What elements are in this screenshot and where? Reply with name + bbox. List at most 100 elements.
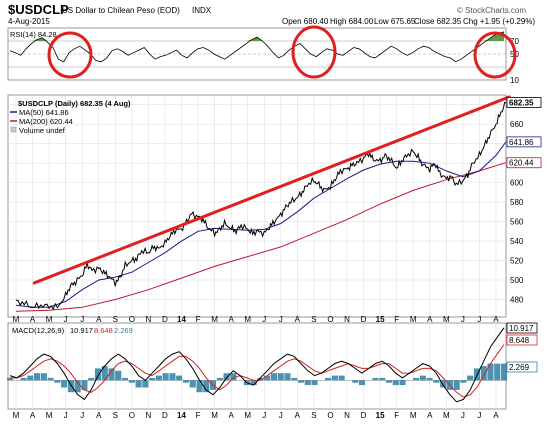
month-label-bottom: A [30, 411, 36, 420]
svg-text:620.44: 620.44 [509, 159, 534, 168]
macd-histogram-bar [169, 373, 176, 381]
macd-histogram-bar [399, 380, 406, 386]
rsi-tick-label: 10 [510, 76, 519, 85]
price-line [15, 102, 506, 311]
month-label-bottom: M [410, 411, 417, 420]
rsi-legend: RSI(14) 84.28 [10, 30, 57, 39]
price-grid [8, 95, 506, 317]
month-label: J [80, 315, 84, 324]
macd-histogram-bar [108, 368, 115, 381]
month-label: A [493, 315, 499, 324]
month-label-bottom: F [394, 411, 399, 420]
ma200-line [15, 162, 507, 312]
macd-histogram-bar [440, 380, 447, 388]
month-label-bottom: A [228, 411, 234, 420]
macd-histogram-bar [34, 373, 41, 381]
watermark: © StockCharts.com [457, 6, 526, 15]
macd-histogram-bar [413, 377, 420, 381]
month-label: D [361, 315, 367, 324]
macd-histogram-bar [54, 380, 61, 383]
macd-histogram-bar [352, 380, 359, 383]
month-label: A [96, 315, 102, 324]
month-label: S [311, 315, 316, 324]
month-label: M [46, 315, 53, 324]
month-label: F [394, 315, 399, 324]
macd-histogram-bar [467, 375, 474, 381]
symbol-label: $USDCLP [8, 2, 69, 17]
annotation-circle-1 [47, 31, 93, 79]
macd-histogram-bar [27, 375, 34, 381]
open-value: Open 680.40 [282, 17, 329, 26]
macd-histogram-bar [385, 380, 392, 383]
macd-histogram-bar [81, 380, 88, 390]
macd-histogram-bar [182, 380, 189, 383]
macd-histogram-bar [419, 375, 426, 381]
month-label: J [477, 315, 481, 324]
macd-histogram-bar [284, 373, 291, 381]
macd-histogram-bar [392, 380, 399, 386]
month-label-bottom: A [295, 411, 301, 420]
macd-histogram-bar [67, 380, 74, 393]
exchange-label: INDX [192, 6, 212, 15]
month-label-bottom: J [477, 411, 481, 420]
macd-histogram-bar [135, 380, 142, 388]
month-label-bottom: A [96, 411, 102, 420]
macd-histogram-bar [304, 380, 311, 386]
macd-histogram-bar [88, 377, 95, 381]
month-label-bottom: 15 [376, 411, 385, 420]
month-label-bottom: D [361, 411, 367, 420]
price-tick-label: 600 [510, 179, 524, 188]
macd-legend-signal: 8.648 [94, 326, 113, 335]
macd-histogram-bar [277, 373, 284, 381]
macd-histogram-bar [20, 377, 27, 381]
macd-histogram-bar [311, 380, 318, 386]
volume-legend-swatch [10, 126, 17, 133]
annotation-circle-3 [473, 31, 517, 79]
month-label: M [443, 315, 450, 324]
macd-histogram-bar [94, 368, 101, 381]
month-label: D [162, 315, 168, 324]
macd-histogram-bar [230, 373, 237, 381]
macd-histogram-bar [74, 380, 81, 393]
macd-histogram-bar [433, 380, 440, 383]
macd-axis-labels: 10.917 8.648 2.269 [506, 322, 538, 373]
macd-histogram-bar [250, 380, 257, 386]
macd-histogram-bar [47, 377, 54, 381]
macd-histogram-bar [426, 377, 433, 381]
high-value: High 684.00 [330, 17, 374, 26]
ma50-legend: MA(50) 641.86 [19, 108, 69, 117]
month-label-bottom: M [443, 411, 450, 420]
price-tick-label: 520 [510, 257, 524, 266]
month-label-bottom: M [244, 411, 251, 420]
macd-histogram-bar [176, 375, 183, 381]
macd-legend-name: MACD(12,26,9) [12, 326, 65, 335]
macd-histogram-bar [162, 373, 169, 381]
macd-histogram-bar [149, 377, 156, 381]
macd-line [9, 327, 505, 403]
macd-value-tag: 8.648 [506, 334, 538, 346]
month-label-bottom: O [327, 411, 333, 420]
svg-text:10.917: 10.917 [509, 324, 534, 333]
macd-histogram-bar [223, 373, 230, 381]
month-label-bottom: J [262, 411, 266, 420]
month-label-bottom: J [461, 411, 465, 420]
month-label: 14 [177, 315, 186, 324]
month-label-bottom: F [196, 411, 201, 420]
price-value-tag: 620.44 [506, 157, 542, 169]
macd-histogram-bar [196, 380, 203, 393]
macd-histogram-bar [501, 363, 508, 381]
month-label: A [427, 315, 433, 324]
ma200-legend: MA(200) 620.44 [19, 117, 73, 126]
month-label: J [64, 315, 68, 324]
macd-histogram [7, 363, 508, 393]
month-label-bottom: A [427, 411, 433, 420]
month-label: J [279, 315, 283, 324]
price-legend: $USDCLP (Daily) 682.35 (4 Aug) [18, 99, 131, 108]
change-value: Chg +1.95 (+0.29%) [463, 17, 535, 26]
month-axis: M A M J J A S O N D 14 F M A M J J A S O N D 15 F M A M J J A M A M J J A S O… [13, 315, 500, 420]
ma50-line [15, 141, 507, 308]
month-label: A [295, 315, 301, 324]
macd-value-tag: 10.917 [506, 322, 538, 334]
price-tick-label: 580 [510, 198, 524, 207]
month-label-bottom: M [46, 411, 53, 420]
